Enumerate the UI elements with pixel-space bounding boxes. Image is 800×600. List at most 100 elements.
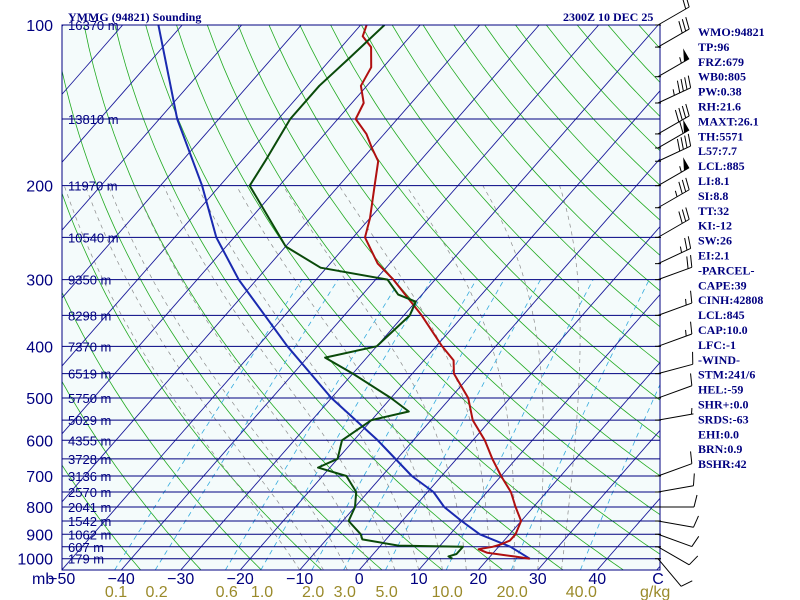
height-label: 607 m — [68, 540, 104, 555]
wind-full-barb — [690, 373, 693, 386]
wind-shaft — [657, 520, 694, 528]
index-line: RH:21.6 — [698, 100, 741, 114]
temperature-tick-label: 10 — [410, 571, 428, 588]
axes-frame — [61, 24, 661, 571]
index-line: MAXT:26.1 — [698, 114, 759, 128]
mixing-ratio-line — [154, 279, 339, 570]
moist-adiabat — [163, 185, 396, 570]
wind-barb — [655, 494, 698, 508]
temperature-tick-label: −50 — [48, 571, 75, 588]
wind-half-barb — [679, 166, 682, 173]
temperature-tick-label: −20 — [227, 571, 254, 588]
mixing-ratio-label: 0.6 — [216, 584, 238, 600]
wind-full-barb — [678, 181, 683, 194]
wind-barb — [655, 373, 693, 399]
wind-barb — [655, 558, 693, 587]
station-title: YMMG (94821) Sounding — [68, 10, 201, 24]
wind-full-barb — [685, 17, 690, 30]
dry-adiabat — [793, 25, 800, 570]
height-label: 5029 m — [68, 413, 111, 428]
wind-shaft — [657, 546, 690, 566]
wind-barb — [655, 236, 692, 265]
isotherm — [239, 90, 660, 570]
wind-shaft — [657, 28, 690, 48]
moist-adiabat — [133, 185, 372, 570]
wind-barb — [655, 177, 690, 209]
sounding-profiles — [157, 25, 531, 560]
mixing-ratio-label: 0.2 — [145, 584, 167, 600]
index-line: LCL:885 — [698, 159, 745, 173]
index-line: STM:241/6 — [698, 368, 755, 382]
height-label: 3136 m — [68, 469, 111, 484]
isotherm — [62, 25, 183, 163]
wind-barb — [655, 290, 693, 316]
pressure-tick-label: 600 — [26, 433, 53, 450]
wind-half-barb — [679, 246, 683, 253]
moist-adiabat — [63, 185, 300, 570]
height-label: 16370 m — [68, 18, 119, 33]
wind-shaft — [657, 363, 693, 375]
wind-barb — [655, 321, 693, 347]
pressure-tick-label: 800 — [26, 500, 53, 517]
isotherm — [537, 429, 660, 570]
wind-full-barb — [681, 105, 687, 119]
index-line: HEL:-59 — [698, 383, 743, 397]
wind-half-barb — [685, 329, 687, 337]
isotherm — [418, 293, 660, 570]
index-line: BRN:0.9 — [698, 442, 742, 456]
wind-full-barb — [691, 536, 700, 547]
wind-half-barb — [685, 298, 687, 306]
wind-full-barb — [687, 75, 692, 88]
mixing-ratio-label: 10.0 — [432, 584, 463, 600]
height-label: 7370 m — [68, 339, 111, 354]
wind-full-barb — [679, 121, 684, 134]
wind-shaft — [657, 413, 694, 421]
wind-half-barb — [674, 190, 678, 197]
wind-barb — [655, 451, 693, 477]
height-label: 9350 m — [68, 273, 111, 288]
temperature-tick-label: 40 — [588, 571, 606, 588]
mixing-ratio-line — [385, 279, 541, 570]
pressure-tick-label: 300 — [26, 273, 53, 290]
index-line: L57:7.7 — [698, 144, 737, 158]
pressure-tick-label: 400 — [26, 339, 53, 356]
index-line: TP:96 — [698, 40, 729, 54]
index-line: LFC:-1 — [698, 338, 736, 352]
wind-barb — [655, 17, 690, 48]
wind-half-barb — [672, 89, 675, 96]
dry-adiabat — [299, 25, 660, 439]
wind-full-barb — [685, 103, 690, 117]
wind-pennant — [683, 119, 690, 133]
sounding-time: 2300Z 10 DEC 25 — [563, 10, 653, 24]
isotherm — [62, 25, 361, 367]
index-line: PW:0.38 — [698, 85, 742, 99]
index-line: WMO:94821 — [698, 25, 765, 39]
wind-shaft — [657, 533, 692, 548]
dry-adiabat — [422, 25, 660, 292]
dry-adiabat — [62, 192, 322, 570]
mixing-ratio-line — [445, 279, 594, 570]
moist-adiabat — [482, 185, 544, 570]
height-label: 4355 m — [68, 433, 111, 448]
mixing-ratio-line — [580, 383, 660, 570]
wind-barb — [655, 157, 690, 187]
temperature-tick-label: 20 — [469, 571, 487, 588]
temperature-tick-label: −30 — [167, 571, 194, 588]
dry-adiabat — [330, 25, 660, 401]
dry-adiabat — [83, 25, 443, 570]
index-line: -PARCEL- — [698, 263, 754, 277]
wind-barb — [655, 0, 690, 26]
wind-barb — [655, 133, 692, 162]
index-line: FRZ:679 — [698, 55, 744, 69]
pressure-tick-label: 200 — [26, 179, 53, 196]
wind-full-barb — [684, 135, 688, 148]
index-line: -WIND- — [698, 353, 740, 367]
mixing-ratio-unit-label: g/kg — [640, 584, 670, 600]
pressure-tick-label: 1000 — [17, 552, 53, 569]
wind-full-barb — [680, 137, 684, 150]
wind-barb — [655, 119, 690, 149]
wind-shaft — [657, 385, 692, 399]
mixing-ratio-label: 20.0 — [497, 584, 528, 600]
height-label: 6519 m — [68, 367, 111, 382]
